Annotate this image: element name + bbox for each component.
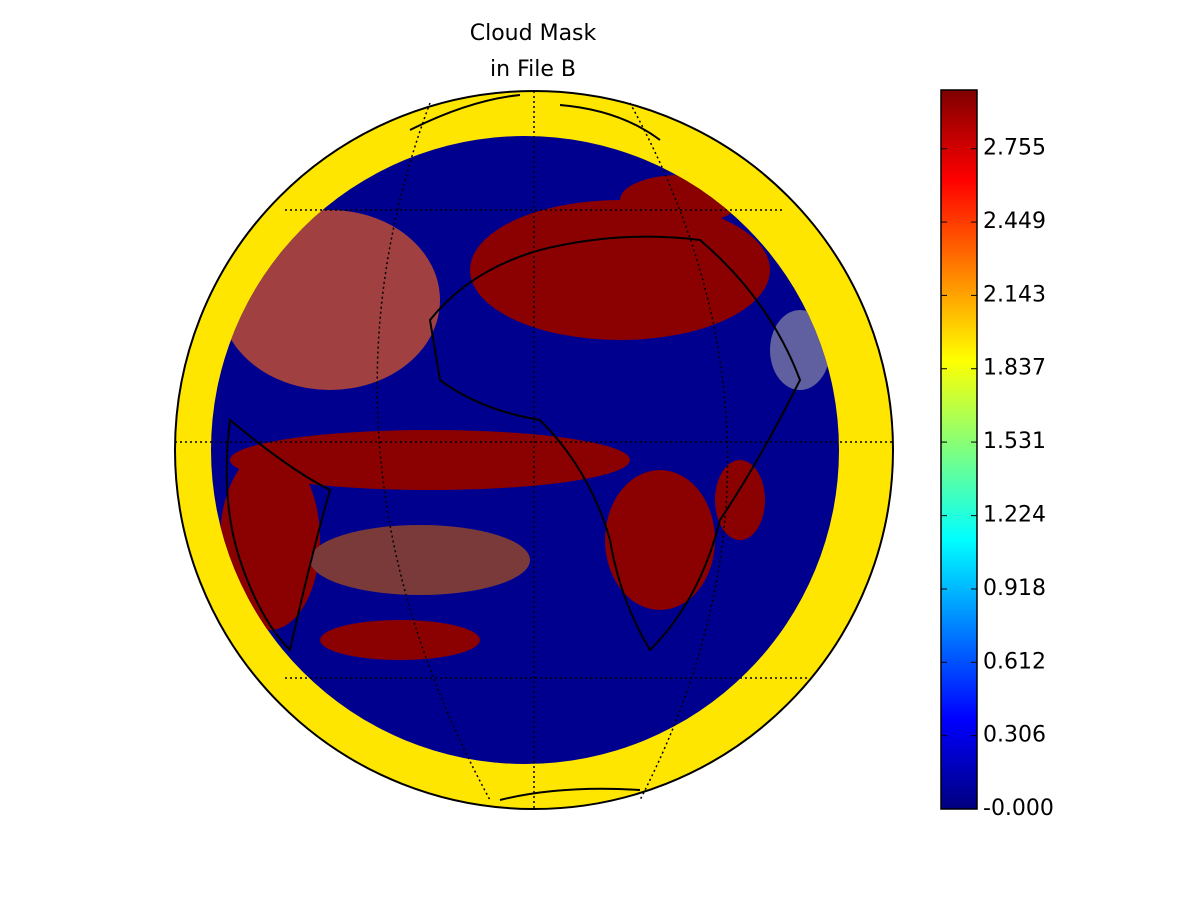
graticule	[175, 91, 893, 809]
colorbar-tick-label: 2.143	[983, 282, 1046, 307]
coastlines	[225, 94, 802, 801]
colorbar-tick-label: 2.449	[983, 209, 1046, 234]
colorbar-tick-label: 0.612	[983, 649, 1046, 674]
cloud-area	[470, 200, 770, 340]
colorbar-tick-label: 0.306	[983, 723, 1046, 748]
cloud-area	[230, 430, 630, 490]
globe	[174, 90, 894, 810]
colorbar-tick-label: 0.918	[983, 576, 1046, 601]
colorbar-tick-label: 2.755	[983, 136, 1046, 161]
cloud-area	[310, 525, 530, 595]
coastline	[499, 787, 641, 801]
title-line: in File B	[490, 57, 576, 82]
cloud-areas	[220, 175, 830, 660]
cloud-area	[715, 460, 765, 540]
cloud-area	[220, 450, 320, 630]
cloud-area	[320, 620, 480, 660]
coastline	[409, 94, 661, 141]
coastline	[225, 418, 332, 652]
colorbar: -0.000 0.306 0.612 0.918 1.224 1.531 1.837 2.14…	[940, 89, 1054, 821]
colorbar-tick-label: -0.000	[983, 796, 1054, 821]
colorbar-tick-label: 1.531	[983, 429, 1046, 454]
coastline	[428, 235, 802, 652]
title-line: Cloud Mask	[470, 21, 597, 46]
cloud-area	[605, 470, 715, 610]
colorbar-tick-label: 1.837	[983, 356, 1046, 381]
colorbar-gradient	[940, 89, 978, 810]
cloud-area	[770, 310, 830, 390]
colorbar-tick-label: 1.224	[983, 503, 1046, 528]
